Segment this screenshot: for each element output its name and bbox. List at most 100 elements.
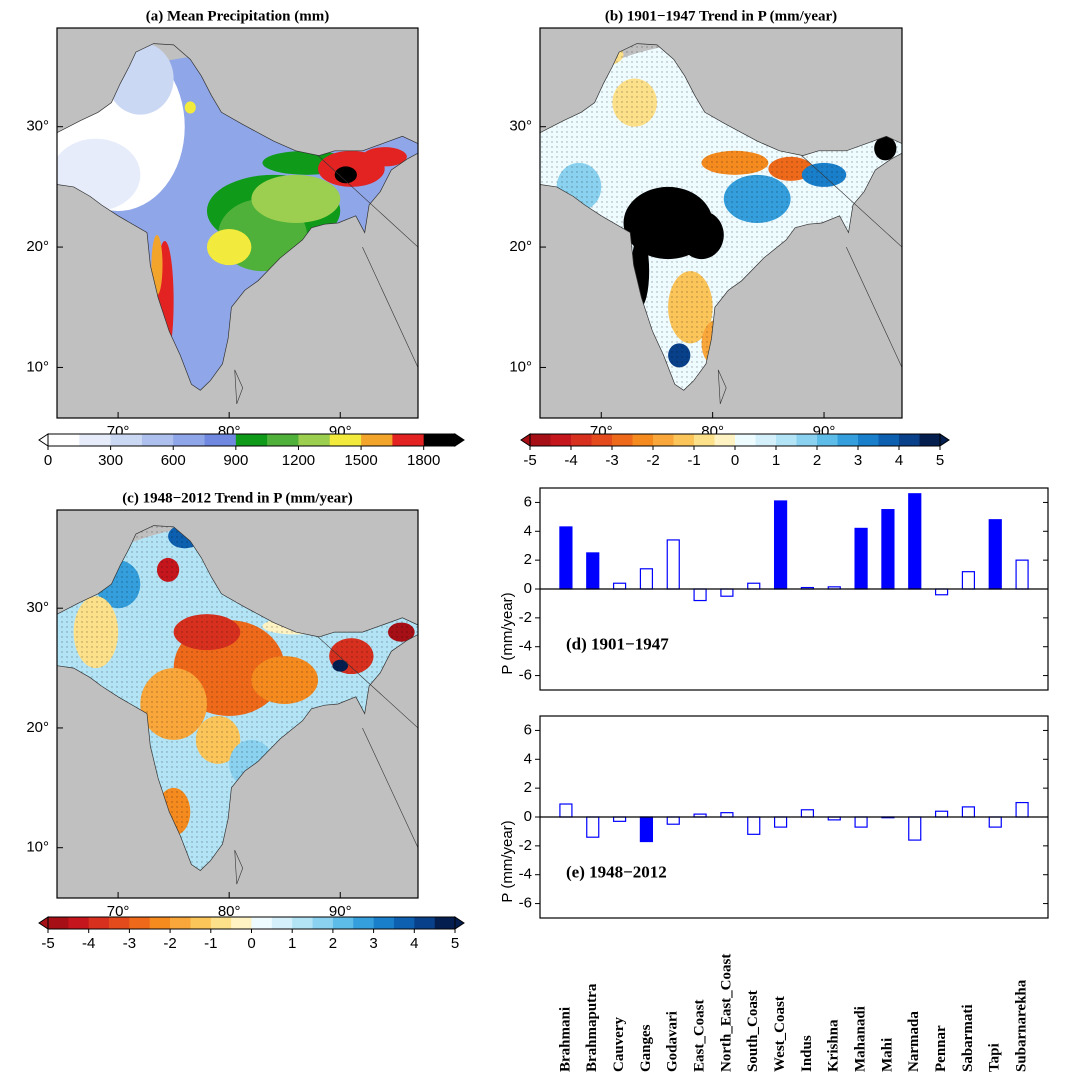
y-tick-label: 0 (524, 580, 532, 597)
category-label: South_Coast (745, 990, 761, 1072)
colorbar-swatch (423, 434, 456, 446)
map-title: (a) Mean Precipitation (mm) (146, 8, 329, 24)
category-label: Brahmani (557, 1007, 573, 1072)
colorbar-label: 5 (936, 452, 944, 469)
colorbar-label: 1200 (282, 452, 315, 469)
bar (908, 493, 922, 590)
y-tick-label: 20° (26, 719, 49, 736)
colorbar-label: 3 (369, 935, 377, 952)
y-tick-label: 4 (524, 522, 532, 539)
y-tick-label: -6 (519, 895, 532, 912)
colorbar-swatch (48, 434, 80, 446)
colorbar-swatch (271, 917, 293, 929)
y-tick-label: 20° (26, 238, 49, 255)
colorbar-swatch (571, 434, 592, 446)
colorbar-swatch (434, 917, 456, 929)
colorbar-swatch (353, 917, 374, 929)
map-title: (c) 1948−2012 Trend in P (mm/year) (122, 490, 353, 506)
bar (612, 816, 627, 822)
y-tick-label: 30° (509, 118, 532, 135)
category-label: Tapi (987, 1043, 1003, 1072)
colorbar-label: 600 (161, 452, 186, 469)
y-tick-label: 6 (524, 493, 532, 510)
colorbar-swatch (414, 917, 435, 929)
bar (961, 806, 976, 818)
bar (988, 519, 1002, 590)
colorbar-swatch (141, 434, 174, 446)
y-tick-label: 30° (26, 118, 49, 135)
colorbar-label: 1500 (344, 452, 377, 469)
y-tick-label: 10° (26, 358, 49, 375)
y-tick-label: -4 (519, 866, 532, 883)
colorbar-end (454, 433, 465, 447)
colorbar-label: 2 (813, 452, 821, 469)
colorbar-label: -2 (646, 452, 659, 469)
y-tick-label: 30° (26, 599, 49, 616)
colorbar-label: 0 (247, 935, 255, 952)
category-label: Mahi (879, 1038, 895, 1072)
colorbar-swatch (267, 434, 299, 446)
category-label: Sabarmati (960, 1004, 976, 1072)
y-axis-label: P (mm/year) (499, 592, 516, 674)
colorbar-swatch (735, 434, 756, 446)
colorbar-swatch (653, 434, 674, 446)
colorbar-swatch (48, 917, 69, 929)
country-border (717, 155, 903, 404)
y-tick-label: -4 (519, 638, 532, 655)
bar (720, 812, 734, 818)
bar (559, 526, 573, 590)
coastline (56, 43, 419, 391)
bar (961, 571, 976, 590)
colorbar-swatch (714, 434, 736, 446)
bar (747, 816, 761, 835)
y-tick-label: 4 (524, 750, 532, 767)
category-label: Krishna (826, 1019, 842, 1072)
colorbar-swatch (190, 917, 212, 929)
coastline (539, 43, 903, 391)
bar (666, 539, 680, 590)
category-label: Brahmaputra (584, 983, 600, 1072)
colorbar-swatch (110, 434, 143, 446)
colorbar-swatch (170, 917, 191, 929)
bar (988, 816, 1002, 828)
y-axis-label: P (mm/year) (499, 820, 516, 902)
colorbar-swatch (755, 434, 777, 446)
colorbar-label: 4 (410, 935, 418, 952)
colorbar-label: 4 (895, 452, 903, 469)
colorbar-label: 1 (288, 935, 296, 952)
colorbar-label: 1800 (407, 452, 440, 469)
colorbar-swatch (204, 434, 237, 446)
country-border (234, 636, 419, 885)
coastline (56, 525, 419, 871)
colorbar-swatch (79, 434, 111, 446)
colorbar-swatch (210, 917, 232, 929)
colorbar-end (38, 916, 49, 930)
bar (586, 816, 600, 838)
colorbar-end (454, 916, 465, 930)
y-tick-label: -2 (519, 837, 532, 854)
y-tick-label: 20° (509, 238, 532, 255)
colorbar-label: 300 (98, 452, 123, 469)
bar (908, 816, 922, 841)
bar (854, 816, 868, 828)
y-tick-label: 0 (524, 808, 532, 825)
bar (559, 803, 573, 818)
colorbar-swatch (361, 434, 393, 446)
colorbar-swatch (919, 434, 941, 446)
colorbar-end (38, 433, 49, 447)
bar (1015, 559, 1029, 590)
colorbar-swatch (173, 434, 205, 446)
colorbar-label: -5 (41, 935, 54, 952)
colorbar-swatch (235, 434, 268, 446)
colorbar-swatch (550, 434, 572, 446)
field-patch (184, 101, 196, 114)
bar (693, 588, 707, 602)
colorbar-end (520, 433, 531, 447)
y-tick-label: 10° (26, 839, 49, 856)
colorbar-label: -4 (564, 452, 577, 469)
colorbar-swatch (109, 917, 130, 929)
colorbar-swatch (298, 434, 331, 446)
bar (720, 588, 734, 597)
colorbar-label: -5 (523, 452, 536, 469)
x-tick-label: 80° (218, 903, 241, 920)
